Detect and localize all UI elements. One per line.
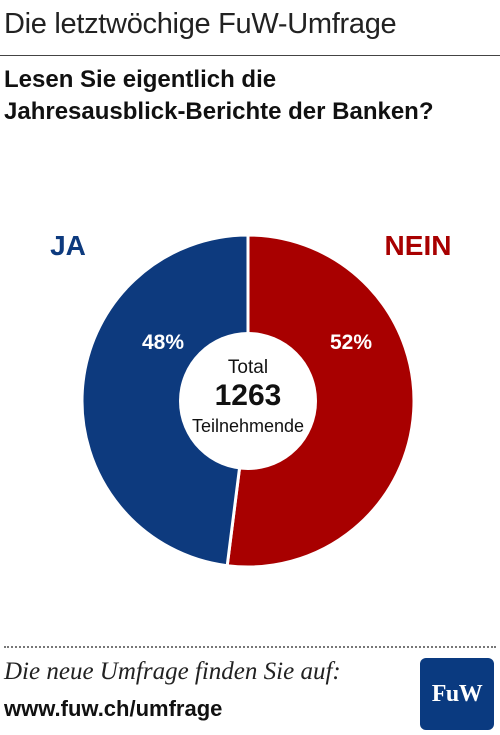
footer-divider [4, 646, 496, 648]
value-label-nein: 52% [330, 331, 372, 354]
category-label-ja: JA [50, 230, 86, 261]
center-label-count: 1263 [215, 379, 282, 412]
question-line-2: Jahresausblick-Berichte der Banken? [4, 98, 434, 125]
pie-slice-nein [225, 233, 416, 569]
value-label-ja: 48% [142, 331, 184, 354]
footer-text: Die neue Umfrage finden Sie auf: [4, 658, 341, 685]
category-label-nein: NEIN [385, 230, 452, 261]
pie-slice-ja [80, 233, 250, 568]
fuw-logo-text: FuW [431, 680, 483, 707]
fuw-logo: FuW [420, 658, 494, 730]
center-label-total: Total [228, 357, 268, 378]
page-title: Die letztwöchige FuW-Umfrage [4, 8, 397, 40]
question-line-1: Lesen Sie eigentlich die [4, 66, 277, 93]
header-divider [0, 55, 500, 56]
survey-link[interactable]: www.fuw.ch/umfrage [4, 696, 223, 721]
survey-question: Lesen Sie eigentlich die Jahresausblick-… [4, 64, 434, 128]
donut-chart: JA NEIN 48% 52% Total 1263 Teilnehmende [50, 230, 452, 569]
donut-hole [179, 332, 317, 470]
center-label-participants: Teilnehmende [192, 416, 304, 436]
